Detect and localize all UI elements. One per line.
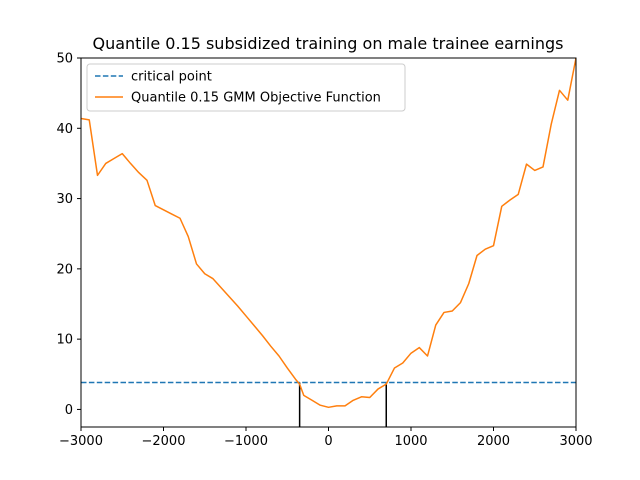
x-tick-label: −3000 [59,434,103,449]
y-axis: 0 10 20 30 40 50 [56,52,81,418]
x-tick-label: 3000 [559,434,592,449]
y-tick-label: 0 [65,403,73,418]
x-tick-label: 2000 [477,434,510,449]
x-tick-label: 0 [324,434,332,449]
y-tick-label: 10 [56,333,73,348]
y-tick-label: 20 [56,262,73,277]
objective-function-line [81,58,576,409]
x-tick-label: 1000 [394,434,427,449]
x-axis: −3000 −2000 −1000 0 1000 2000 3000 [59,427,593,449]
legend-label-critical-point: critical point [131,70,212,85]
legend-box [86,63,406,112]
x-tick-label: −1000 [224,434,268,449]
plot-frame [80,57,577,428]
legend-label-objective-function: Quantile 0.15 GMM Objective Function [131,91,381,106]
y-tick-label: 30 [56,192,73,207]
legend: critical point Quantile 0.15 GMM Objectiv… [86,63,406,112]
y-tick-label: 40 [56,122,73,137]
y-tick-label: 50 [56,52,73,67]
plot-area [80,57,577,428]
chart-title: Quantile 0.15 subsidized training on mal… [92,34,563,53]
x-tick-label: −2000 [142,434,186,449]
